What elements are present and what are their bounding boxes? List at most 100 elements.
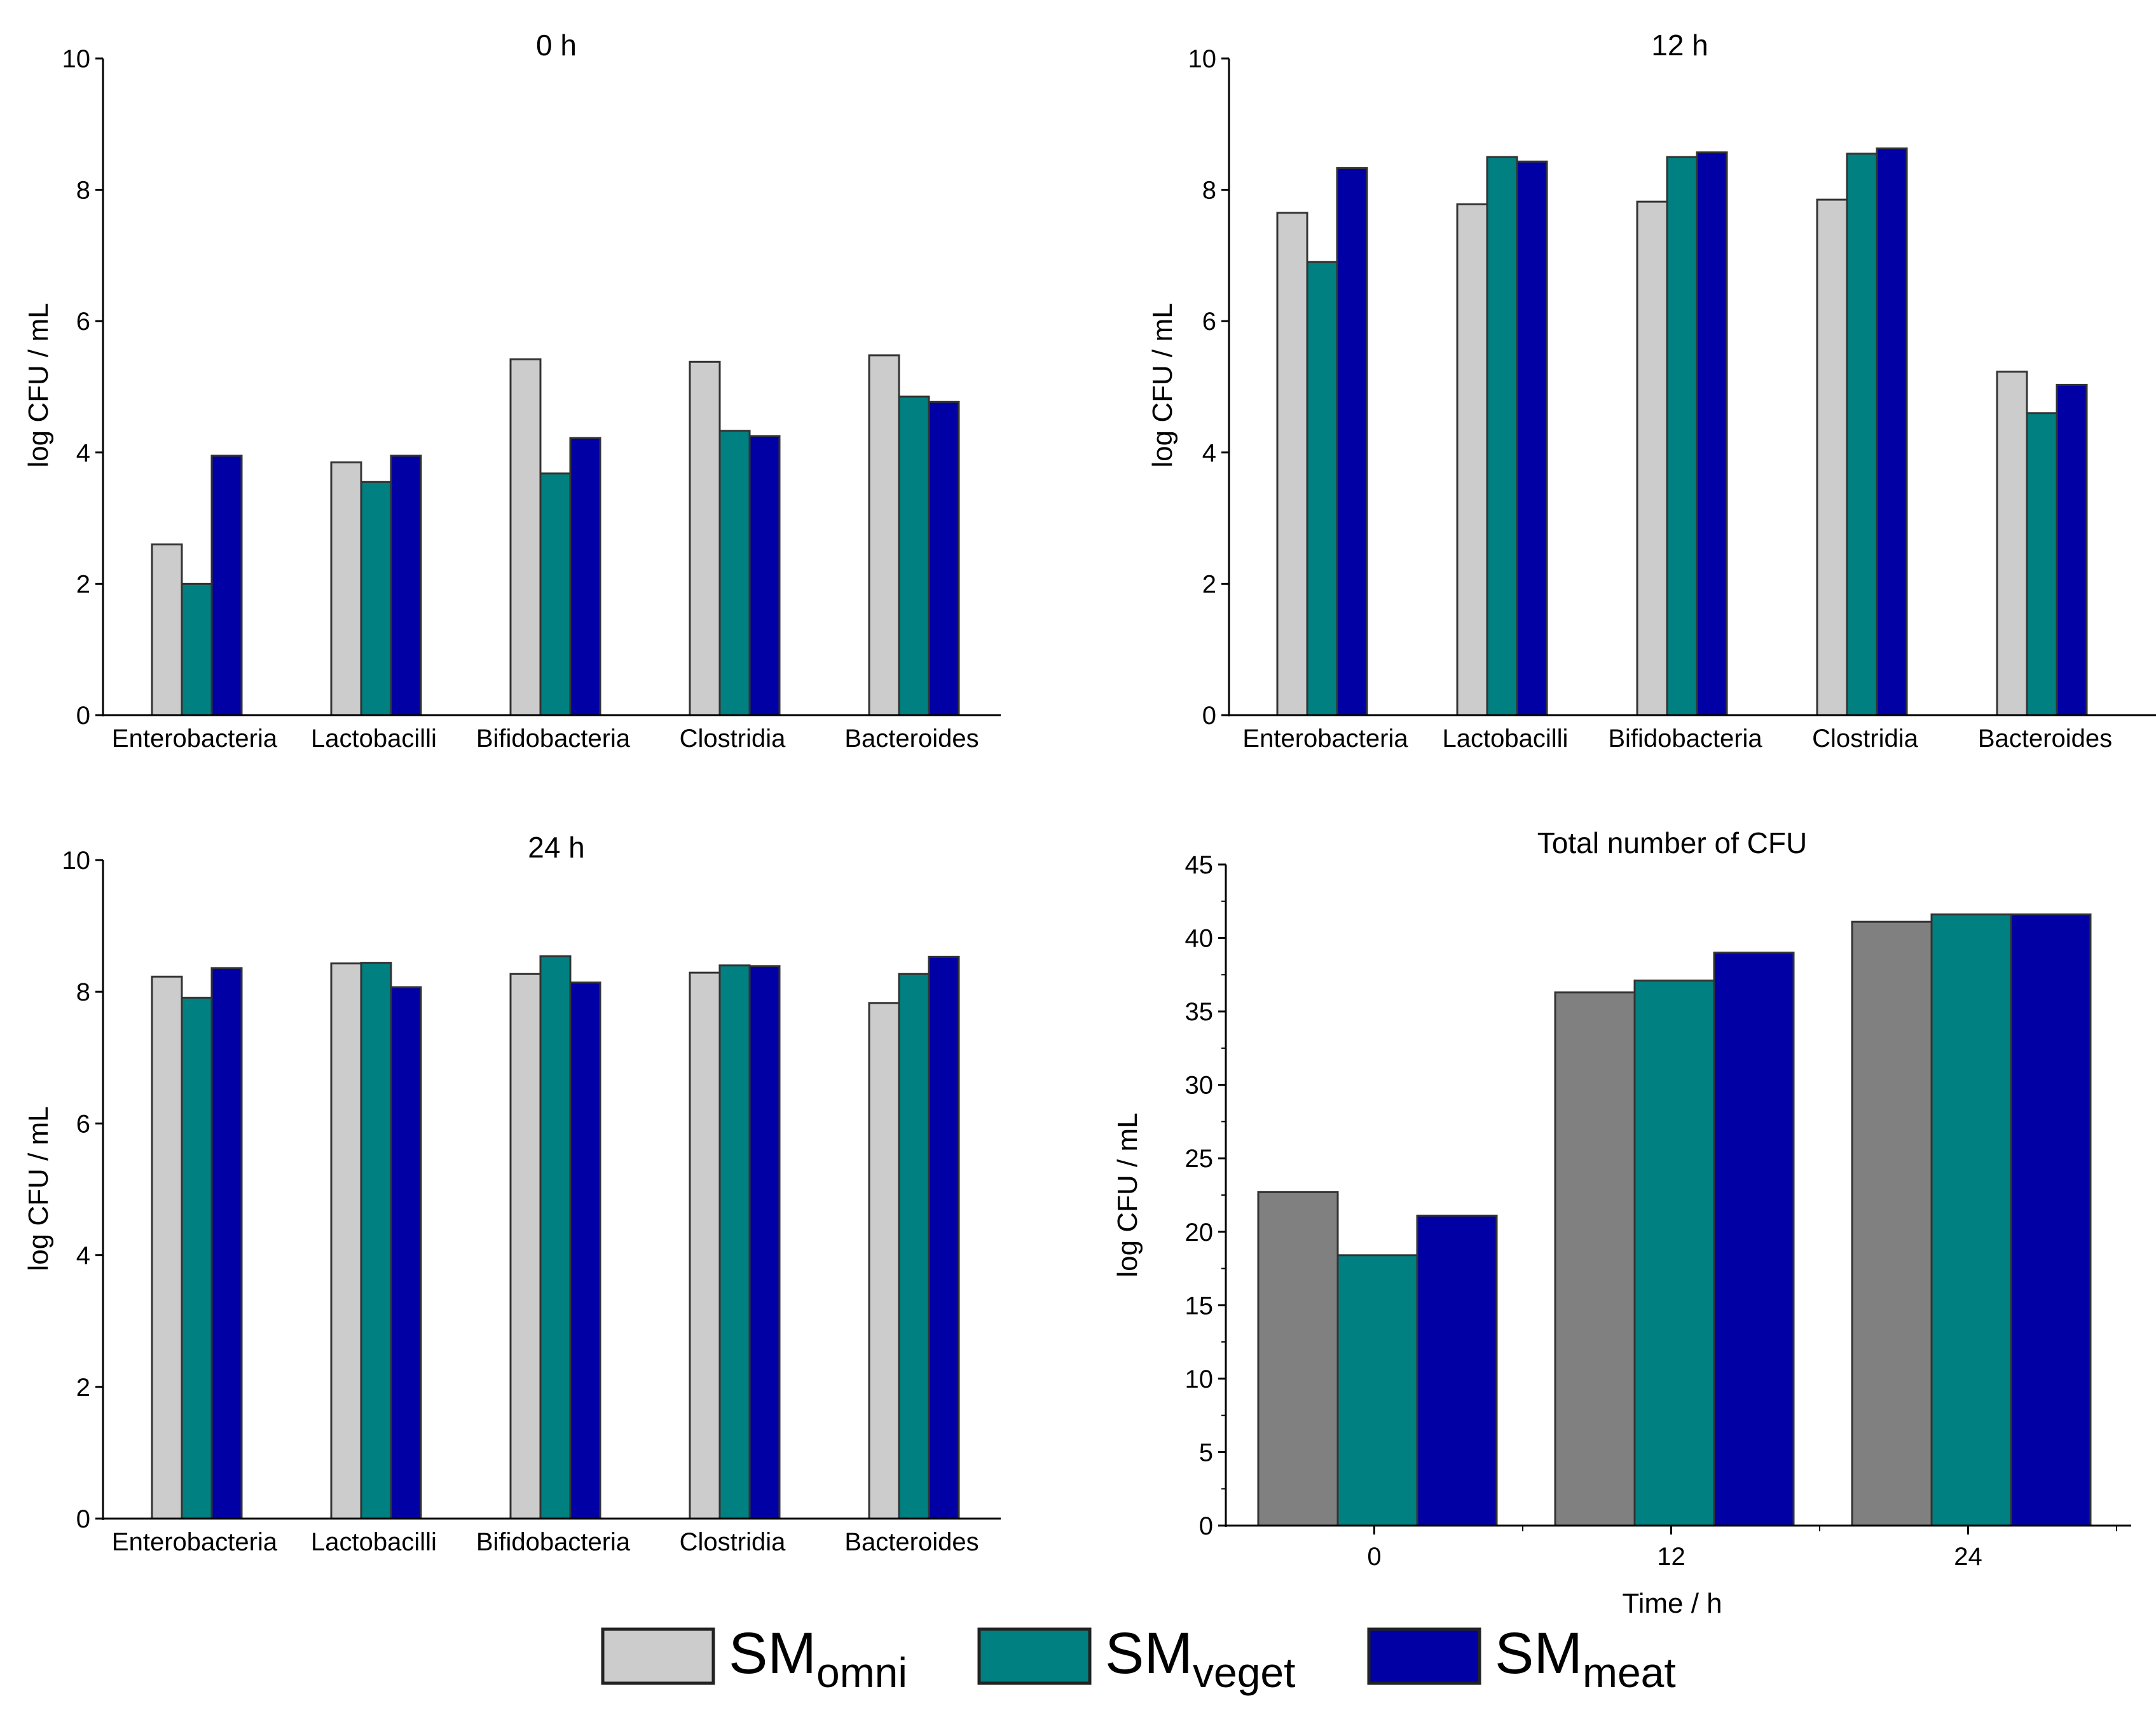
bar bbox=[1516, 160, 1548, 716]
bar bbox=[1456, 203, 1488, 716]
category-label: Bifidobacteria bbox=[1608, 725, 1762, 753]
legend-swatch-omni bbox=[601, 1627, 715, 1685]
bar bbox=[360, 962, 392, 1520]
category-label: Bacteroides bbox=[844, 725, 978, 753]
category-label: Enterobacteria bbox=[112, 725, 278, 753]
bar bbox=[748, 965, 781, 1520]
y-tick-label: 10 bbox=[1188, 45, 1217, 73]
legend-label-veget: SMveget bbox=[1105, 1621, 1295, 1696]
y-tick-label: 2 bbox=[76, 570, 90, 598]
y-tick-label: 0 bbox=[1199, 1512, 1213, 1540]
y-tick-label: 10 bbox=[1185, 1365, 1214, 1393]
bar bbox=[1713, 952, 1795, 1527]
bar bbox=[1666, 156, 1698, 716]
bar bbox=[1486, 156, 1518, 716]
x-tick-label: 12 bbox=[1657, 1543, 1686, 1571]
bar bbox=[539, 472, 572, 716]
bar bbox=[2026, 412, 2058, 716]
y-tick-label: 0 bbox=[76, 702, 90, 730]
legend-item-meat: SMmeat bbox=[1367, 1621, 1676, 1696]
bar bbox=[868, 354, 900, 716]
bar bbox=[1636, 200, 1668, 716]
legend: SMomni SMveget SMmeat bbox=[601, 1621, 1676, 1696]
bar bbox=[928, 400, 960, 716]
bar bbox=[1696, 151, 1728, 716]
bar bbox=[1306, 261, 1338, 716]
y-tick-label: 0 bbox=[76, 1505, 90, 1533]
y-axis-label: log CFU / mL bbox=[1147, 303, 1178, 467]
legend-item-omni: SMomni bbox=[601, 1621, 907, 1696]
bar bbox=[898, 973, 930, 1520]
category-label: Bacteroides bbox=[1978, 725, 2112, 753]
y-tick-label: 6 bbox=[1202, 308, 1216, 336]
x-axis-label: Time / h bbox=[1622, 1588, 1722, 1619]
bar bbox=[330, 962, 362, 1520]
bar bbox=[2010, 913, 2092, 1527]
y-tick-label: 6 bbox=[76, 308, 90, 336]
category-label: Clostridia bbox=[680, 1528, 786, 1556]
bar bbox=[1336, 1254, 1418, 1527]
legend-label-meat: SMmeat bbox=[1495, 1621, 1676, 1696]
category-label: Enterobacteria bbox=[1242, 725, 1408, 753]
chart-panel-1: 12 h log CFU / mL 0 2 4 6 8 10 Enterobacteria Lac… bbox=[1147, 29, 2156, 753]
bar bbox=[1876, 147, 1908, 716]
chart-title: 24 h bbox=[528, 831, 585, 864]
bar bbox=[1996, 371, 2028, 716]
y-axis-label: log CFU / mL bbox=[23, 303, 54, 467]
bar bbox=[569, 981, 601, 1520]
bar bbox=[390, 455, 422, 716]
category-label: Bacteroides bbox=[844, 1528, 978, 1556]
bar bbox=[330, 461, 362, 716]
y-tick-label: 30 bbox=[1185, 1072, 1214, 1100]
chart-panel-3: Total number of CFU log CFU / mL 0 5 10 15 20 2… bbox=[1112, 826, 2131, 1619]
y-tick-label: 20 bbox=[1185, 1219, 1214, 1247]
bar bbox=[898, 395, 930, 716]
y-tick-label: 10 bbox=[62, 847, 91, 875]
chart-title: 12 h bbox=[1651, 29, 1708, 62]
bar bbox=[210, 455, 243, 716]
category-label: Lactobacilli bbox=[311, 1528, 437, 1556]
chart-panel-0: 0 h log CFU / mL 0 2 4 6 8 10 Enterobacteria Lact… bbox=[23, 29, 1001, 753]
bar bbox=[569, 437, 601, 716]
y-tick-label: 40 bbox=[1185, 925, 1214, 953]
y-tick-label: 8 bbox=[76, 978, 90, 1006]
bar bbox=[1816, 198, 1848, 716]
bar bbox=[181, 997, 213, 1520]
bar bbox=[390, 986, 422, 1520]
y-tick-label: 15 bbox=[1185, 1292, 1214, 1320]
bar bbox=[1851, 920, 1933, 1527]
x-tick-label: 0 bbox=[1367, 1543, 1381, 1571]
y-tick-label: 2 bbox=[1202, 570, 1216, 598]
category-label: Lactobacilli bbox=[311, 725, 437, 753]
bar bbox=[151, 543, 183, 716]
category-label: Bifidobacteria bbox=[476, 1528, 631, 1556]
x-tick-label: 24 bbox=[1954, 1543, 1982, 1571]
bar bbox=[181, 582, 213, 716]
y-axis-label: log CFU / mL bbox=[23, 1106, 54, 1271]
y-tick-label: 4 bbox=[1202, 439, 1216, 467]
category-label: Bifidobacteria bbox=[476, 725, 631, 753]
y-tick-label: 45 bbox=[1185, 851, 1214, 879]
bar bbox=[509, 973, 542, 1520]
bar bbox=[1336, 167, 1368, 716]
y-tick-label: 6 bbox=[76, 1110, 90, 1138]
bar bbox=[360, 481, 392, 716]
bar bbox=[718, 964, 751, 1520]
y-axis-label: log CFU / mL bbox=[1112, 1112, 1143, 1277]
bar bbox=[689, 971, 721, 1520]
bar bbox=[928, 955, 960, 1520]
y-tick-label: 2 bbox=[76, 1374, 90, 1402]
bar bbox=[1846, 153, 1878, 716]
bar bbox=[1257, 1191, 1339, 1527]
y-tick-label: 10 bbox=[62, 45, 91, 73]
bar bbox=[210, 967, 243, 1520]
y-tick-label: 8 bbox=[1202, 177, 1216, 205]
bar bbox=[868, 1002, 900, 1520]
category-label: Lactobacilli bbox=[1443, 725, 1569, 753]
legend-label-omni: SMomni bbox=[729, 1621, 907, 1696]
legend-swatch-veget bbox=[977, 1627, 1092, 1685]
legend-item-veget: SMveget bbox=[977, 1621, 1295, 1696]
category-label: Enterobacteria bbox=[112, 1528, 278, 1556]
